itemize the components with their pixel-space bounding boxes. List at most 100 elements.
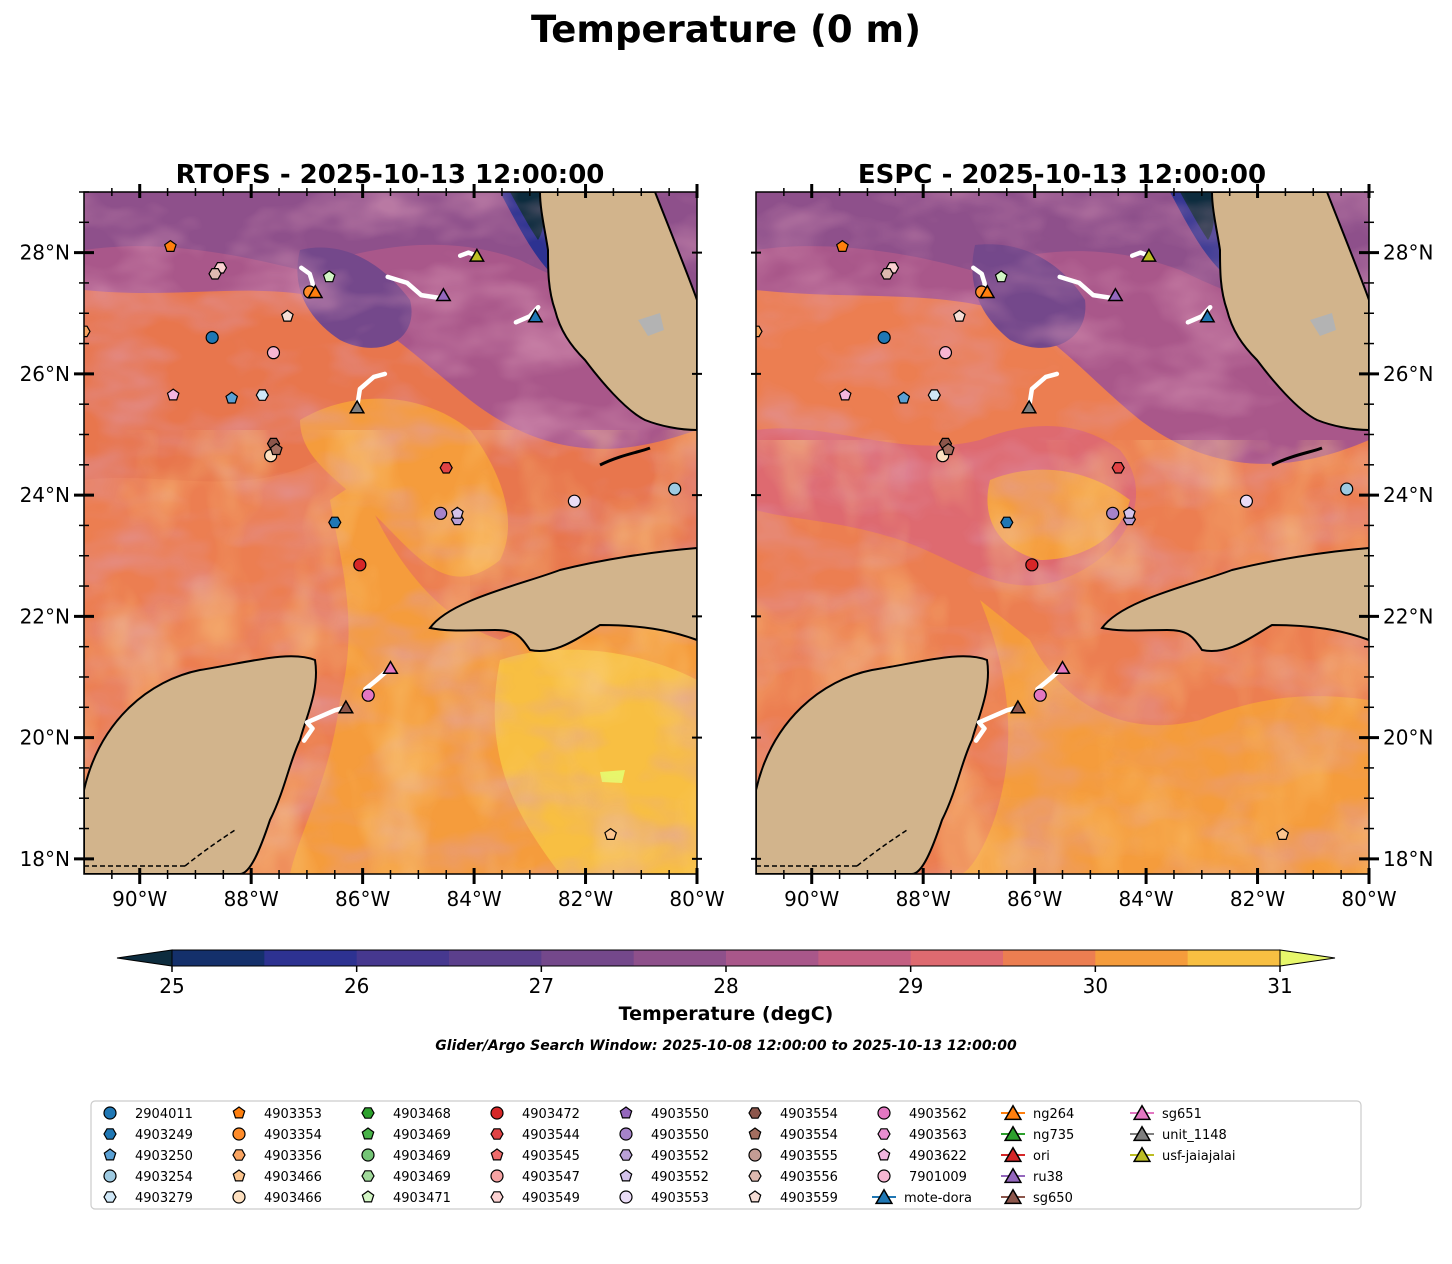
- colorbar-tick-label: 28: [713, 974, 738, 998]
- land: [84, 192, 697, 874]
- lat-label: 26°N: [20, 362, 70, 386]
- platform-marker-4903544: [1111, 462, 1125, 474]
- platform-marker-mote-dora: [1199, 308, 1216, 323]
- legend-item: ng264: [1001, 1104, 1074, 1122]
- colorbar-label: Temperature (degC): [619, 1003, 834, 1025]
- colorbar-tick-label: 30: [1083, 974, 1108, 998]
- lat-label: 28°N: [20, 241, 70, 265]
- platform-marker-4903552: [450, 506, 464, 519]
- legend-label: 7901009: [909, 1170, 967, 1185]
- legend-item: ru38: [1001, 1167, 1063, 1185]
- glider-track: [301, 705, 349, 743]
- platform-marker-4903472: [353, 558, 367, 572]
- platform-marker-4903544: [439, 462, 453, 474]
- legend-item: sg651: [1130, 1104, 1202, 1122]
- legend-item: ng735: [1001, 1125, 1074, 1143]
- legend-label: 4903471: [393, 1191, 451, 1206]
- lon-label: 88°W: [896, 887, 951, 911]
- platform-marker-4903249: [1000, 516, 1014, 529]
- legend-marker: [619, 1127, 633, 1141]
- lat-label: 20°N: [1383, 726, 1433, 750]
- legend-label: 4903356: [264, 1149, 322, 1164]
- legend-label: 4903556: [780, 1170, 838, 1185]
- platform-marker-4903622: [838, 388, 852, 401]
- legend-label: ng264: [1033, 1107, 1074, 1122]
- legend-item: mote-dora: [872, 1188, 972, 1206]
- legend-marker: [103, 1128, 117, 1140]
- legend-marker: [748, 1107, 762, 1119]
- legend-item: 4903545: [490, 1148, 580, 1164]
- lon-label: 80°W: [669, 887, 724, 911]
- legend-label: 4903545: [522, 1149, 580, 1164]
- platform-marker-7901009: [938, 346, 953, 360]
- legend-marker: [490, 1106, 504, 1120]
- lon-label: 90°W: [784, 887, 839, 911]
- legend-label: 4903468: [393, 1107, 451, 1122]
- colorbar-segment: [264, 950, 358, 966]
- legend-item: 4903549: [490, 1191, 580, 1206]
- legend-label: 4903353: [264, 1107, 322, 1122]
- platform-marker-4903622: [166, 388, 180, 401]
- glider-track: [1057, 274, 1115, 301]
- legend-label: 4903469: [393, 1128, 451, 1143]
- legend-item: 7901009: [877, 1169, 967, 1185]
- legend-label: 4903554: [780, 1107, 838, 1122]
- platform-marker-ng264: [307, 284, 324, 299]
- legend-marker: [1003, 1167, 1023, 1184]
- platform-marker-4903279: [255, 389, 269, 401]
- colorbar-segment: [1187, 950, 1281, 966]
- lon-label: 84°W: [1118, 887, 1173, 911]
- legend-item: 4903547: [490, 1169, 580, 1185]
- legend-marker: [232, 1190, 246, 1204]
- platform-marker-4903471: [322, 270, 336, 283]
- legend-label: 4903552: [651, 1170, 709, 1185]
- legend-item: 4903354: [232, 1127, 322, 1143]
- legend-label: 4903249: [135, 1128, 193, 1143]
- legend-item: 4903622: [877, 1148, 967, 1164]
- legend-label: 4903552: [651, 1149, 709, 1164]
- legend-marker: [361, 1107, 375, 1119]
- platform-marker-7901009: [266, 346, 281, 360]
- panel-title: RTOFS - 2025-10-13 12:00:00: [176, 160, 605, 190]
- legend-label: 4903559: [780, 1191, 838, 1206]
- legend-marker: [232, 1149, 246, 1161]
- colorbar-segment: [541, 950, 635, 966]
- florida: [538, 192, 697, 432]
- legend-marker: [103, 1148, 117, 1161]
- colorbar-segment: [726, 950, 819, 966]
- colorbar-extend-low: [116, 949, 173, 967]
- yucatan: [84, 655, 317, 874]
- platform-marker-usf-jaiajalai: [1140, 247, 1157, 262]
- lat-label: 28°N: [1383, 241, 1433, 265]
- map-panel-espc: ESPC - 2025-10-13 12:00:00: [751, 160, 1433, 911]
- cuba: [1100, 546, 1369, 652]
- lat-label: 18°N: [20, 847, 70, 871]
- figure-title: Temperature (0 m): [531, 8, 921, 51]
- legend-marker: [103, 1106, 117, 1120]
- legend-item: usf-jaiajalai: [1130, 1146, 1236, 1164]
- platform-marker-4903466: [1276, 827, 1290, 841]
- platform-marker-unit_1148: [1020, 399, 1038, 414]
- legend-marker: [619, 1190, 633, 1204]
- lon-label: 82°W: [1230, 887, 1285, 911]
- legend-label: 4903555: [780, 1149, 838, 1164]
- platform-marker-4903254: [668, 482, 682, 496]
- legend-label: sg650: [1033, 1191, 1073, 1206]
- legend-label: 4903466: [264, 1191, 322, 1206]
- colorbar-segment: [910, 950, 1004, 966]
- legend-item: 4903471: [361, 1190, 451, 1206]
- lon-axis: 90°W 88°W 86°W 84°W 82°W 80°W: [783, 184, 1397, 911]
- platform-marker-sg651: [382, 660, 399, 675]
- platform-marker-4903552: [1122, 506, 1136, 519]
- colorbar-tick-label: 31: [1267, 974, 1292, 998]
- colorbar-extend-high: [1279, 949, 1336, 967]
- platform-marker-2904011: [877, 330, 891, 345]
- legend-marker: [361, 1190, 375, 1203]
- legend-marker: [877, 1128, 891, 1140]
- legend-item: 4903250: [103, 1148, 193, 1164]
- florida: [1210, 192, 1369, 432]
- lon-label: 84°W: [446, 887, 501, 911]
- platform-marker-4903550: [434, 506, 448, 520]
- legend-marker: [1003, 1125, 1023, 1142]
